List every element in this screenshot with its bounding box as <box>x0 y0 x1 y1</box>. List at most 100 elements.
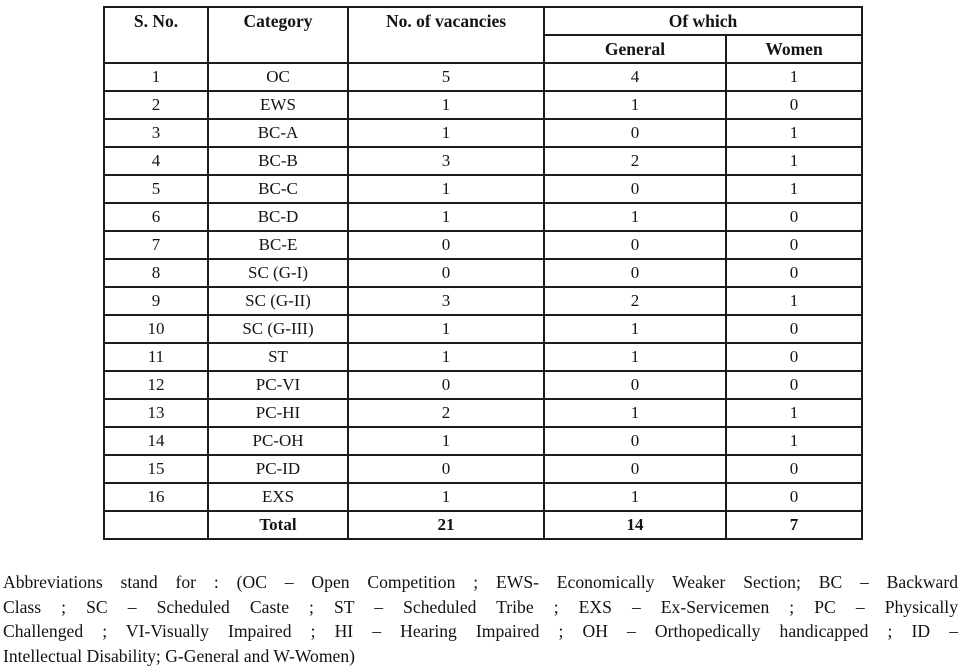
cell-s-no: 15 <box>103 454 209 484</box>
total-cell-s-no <box>103 510 209 540</box>
cell-s-no: 1 <box>103 62 209 92</box>
cell-category: BC-C <box>207 174 349 204</box>
total-cell-vacancies: 21 <box>347 510 545 540</box>
vacancy-table: S. No. Category No. of vacancies Of whic… <box>103 6 863 540</box>
table-row: 7 BC-E 0 0 0 <box>103 230 863 260</box>
cell-category: EWS <box>207 90 349 120</box>
cell-category: BC-A <box>207 118 349 148</box>
cell-category: PC-HI <box>207 398 349 428</box>
cell-vacancies: 3 <box>347 286 545 316</box>
table-row: 9 SC (G-II) 3 2 1 <box>103 286 863 316</box>
cell-general: 1 <box>543 398 727 428</box>
cell-category: SC (G-III) <box>207 314 349 344</box>
cell-s-no: 10 <box>103 314 209 344</box>
abbreviations-line: Abbreviations stand for : (OC – Open Com… <box>3 572 958 592</box>
cell-women: 1 <box>725 174 863 204</box>
cell-general: 1 <box>543 342 727 372</box>
cell-women: 0 <box>725 454 863 484</box>
cell-general: 0 <box>543 370 727 400</box>
cell-women: 1 <box>725 146 863 176</box>
total-cell-category: Total <box>207 510 349 540</box>
cell-s-no: 13 <box>103 398 209 428</box>
table-row: 4 BC-B 3 2 1 <box>103 146 863 176</box>
table-row: 10 SC (G-III) 1 1 0 <box>103 314 863 344</box>
cell-women: 0 <box>725 370 863 400</box>
cell-women: 1 <box>725 398 863 428</box>
cell-general: 0 <box>543 454 727 484</box>
cell-category: PC-OH <box>207 426 349 456</box>
cell-general: 2 <box>543 286 727 316</box>
cell-s-no: 14 <box>103 426 209 456</box>
cell-general: 0 <box>543 258 727 288</box>
cell-general: 1 <box>543 202 727 232</box>
table-body: 1 OC 5 4 1 2 EWS 1 1 0 3 BC-A 1 0 1 4 BC-B 3 2 1 5 BC-C 1 0 1 6 BC… <box>103 62 863 540</box>
cell-vacancies: 1 <box>347 202 545 232</box>
cell-s-no: 16 <box>103 482 209 512</box>
cell-vacancies: 5 <box>347 62 545 92</box>
col-header-category: Category <box>207 6 349 64</box>
col-header-s-no: S. No. <box>103 6 209 64</box>
total-cell-women: 7 <box>725 510 863 540</box>
table-row: 15 PC-ID 0 0 0 <box>103 454 863 484</box>
cell-s-no: 9 <box>103 286 209 316</box>
cell-general: 1 <box>543 314 727 344</box>
cell-s-no: 2 <box>103 90 209 120</box>
cell-general: 0 <box>543 426 727 456</box>
table-row: 6 BC-D 1 1 0 <box>103 202 863 232</box>
cell-s-no: 7 <box>103 230 209 260</box>
col-header-of-which: Of which <box>543 6 863 36</box>
cell-vacancies: 1 <box>347 342 545 372</box>
table-row: 11 ST 1 1 0 <box>103 342 863 372</box>
table-row: 2 EWS 1 1 0 <box>103 90 863 120</box>
cell-s-no: 3 <box>103 118 209 148</box>
cell-category: EXS <box>207 482 349 512</box>
cell-vacancies: 1 <box>347 426 545 456</box>
cell-women: 1 <box>725 62 863 92</box>
table-row: 8 SC (G-I) 0 0 0 <box>103 258 863 288</box>
cell-vacancies: 1 <box>347 482 545 512</box>
cell-category: PC-ID <box>207 454 349 484</box>
total-row: Total 21 14 7 <box>103 510 863 540</box>
cell-s-no: 12 <box>103 370 209 400</box>
cell-general: 0 <box>543 230 727 260</box>
cell-general: 0 <box>543 174 727 204</box>
cell-vacancies: 0 <box>347 454 545 484</box>
cell-s-no: 8 <box>103 258 209 288</box>
cell-vacancies: 2 <box>347 398 545 428</box>
table-row: 14 PC-OH 1 0 1 <box>103 426 863 456</box>
cell-general: 1 <box>543 482 727 512</box>
cell-women: 0 <box>725 202 863 232</box>
cell-women: 1 <box>725 286 863 316</box>
cell-category: BC-B <box>207 146 349 176</box>
cell-vacancies: 0 <box>347 258 545 288</box>
cell-women: 0 <box>725 90 863 120</box>
cell-category: BC-D <box>207 202 349 232</box>
abbreviations-line: Intellectual Disability; G-General and W… <box>3 645 355 666</box>
cell-category: OC <box>207 62 349 92</box>
cell-vacancies: 1 <box>347 90 545 120</box>
cell-category: BC-E <box>207 230 349 260</box>
cell-vacancies: 3 <box>347 146 545 176</box>
cell-women: 0 <box>725 230 863 260</box>
cell-women: 1 <box>725 118 863 148</box>
cell-general: 0 <box>543 118 727 148</box>
abbreviations-line: Class ; SC – Scheduled Caste ; ST – Sche… <box>3 596 958 617</box>
header-row-2: General Women <box>104 34 863 64</box>
table-header: S. No. Category No. of vacancies Of whic… <box>103 6 863 64</box>
table-row: 13 PC-HI 2 1 1 <box>103 398 863 428</box>
cell-s-no: 11 <box>103 342 209 372</box>
abbreviations-paragraph: Abbreviations stand for : (OC – Open Com… <box>0 570 963 668</box>
cell-general: 4 <box>543 62 727 92</box>
abbreviations-line: Challenged ; VI-Visually Impaired ; HI –… <box>3 621 958 642</box>
cell-women: 1 <box>725 426 863 456</box>
table-row: 5 BC-C 1 0 1 <box>103 174 863 204</box>
cell-s-no: 6 <box>103 202 209 232</box>
table-row: 16 EXS 1 1 0 <box>103 482 863 512</box>
col-header-vacancies: No. of vacancies <box>347 6 545 64</box>
cell-vacancies: 0 <box>347 230 545 260</box>
cell-category: SC (G-I) <box>207 258 349 288</box>
header-row-1: S. No. Category No. of vacancies Of whic… <box>103 6 863 64</box>
table-row: 12 PC-VI 0 0 0 <box>103 370 863 400</box>
cell-vacancies: 1 <box>347 118 545 148</box>
